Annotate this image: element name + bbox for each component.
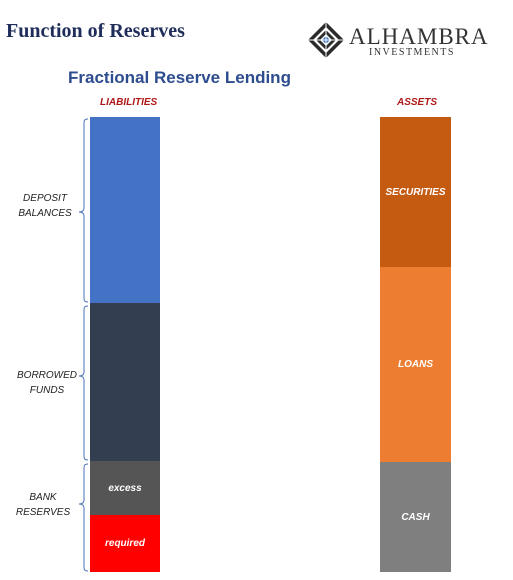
borrowed-funds-label: BORROWED FUNDS bbox=[12, 368, 82, 398]
bank-reserves-label-line1: BANK bbox=[29, 492, 57, 503]
bank-reserves-label: BANK RESERVES bbox=[8, 490, 78, 520]
diagram-subtitle: Fractional Reserve Lending bbox=[68, 68, 291, 87]
borrowed-funds-block bbox=[90, 303, 160, 461]
logo-subtitle: INVESTMENTS bbox=[369, 47, 455, 58]
borrowed-funds-label-line1: BORROWED bbox=[17, 370, 77, 381]
loans-block: LOANS bbox=[380, 267, 451, 462]
borrowed-funds-label-line2: FUNDS bbox=[29, 385, 65, 396]
liabilities-heading: LIABILITIES bbox=[100, 97, 158, 108]
assets-heading: ASSETS bbox=[397, 97, 438, 108]
securities-block: SECURITIES bbox=[380, 117, 451, 267]
bank-reserves-label-line2: RESERVES bbox=[15, 507, 71, 518]
excess-reserves-block: excess bbox=[90, 461, 160, 515]
deposit-balances-label-line2: BALANCES bbox=[18, 208, 72, 219]
deposit-balances-label-line1: DEPOSIT bbox=[23, 193, 67, 204]
required-reserves-block: required bbox=[90, 515, 160, 572]
page-title: Function of Reserves bbox=[6, 20, 185, 42]
logo-name: ALHAMBRA bbox=[349, 24, 489, 49]
deposit-balances-label: DEPOSIT BALANCES bbox=[10, 191, 80, 221]
alhambra-logo-icon bbox=[308, 22, 344, 58]
cash-block: CASH bbox=[380, 462, 451, 572]
deposit-balances-block bbox=[90, 117, 160, 303]
